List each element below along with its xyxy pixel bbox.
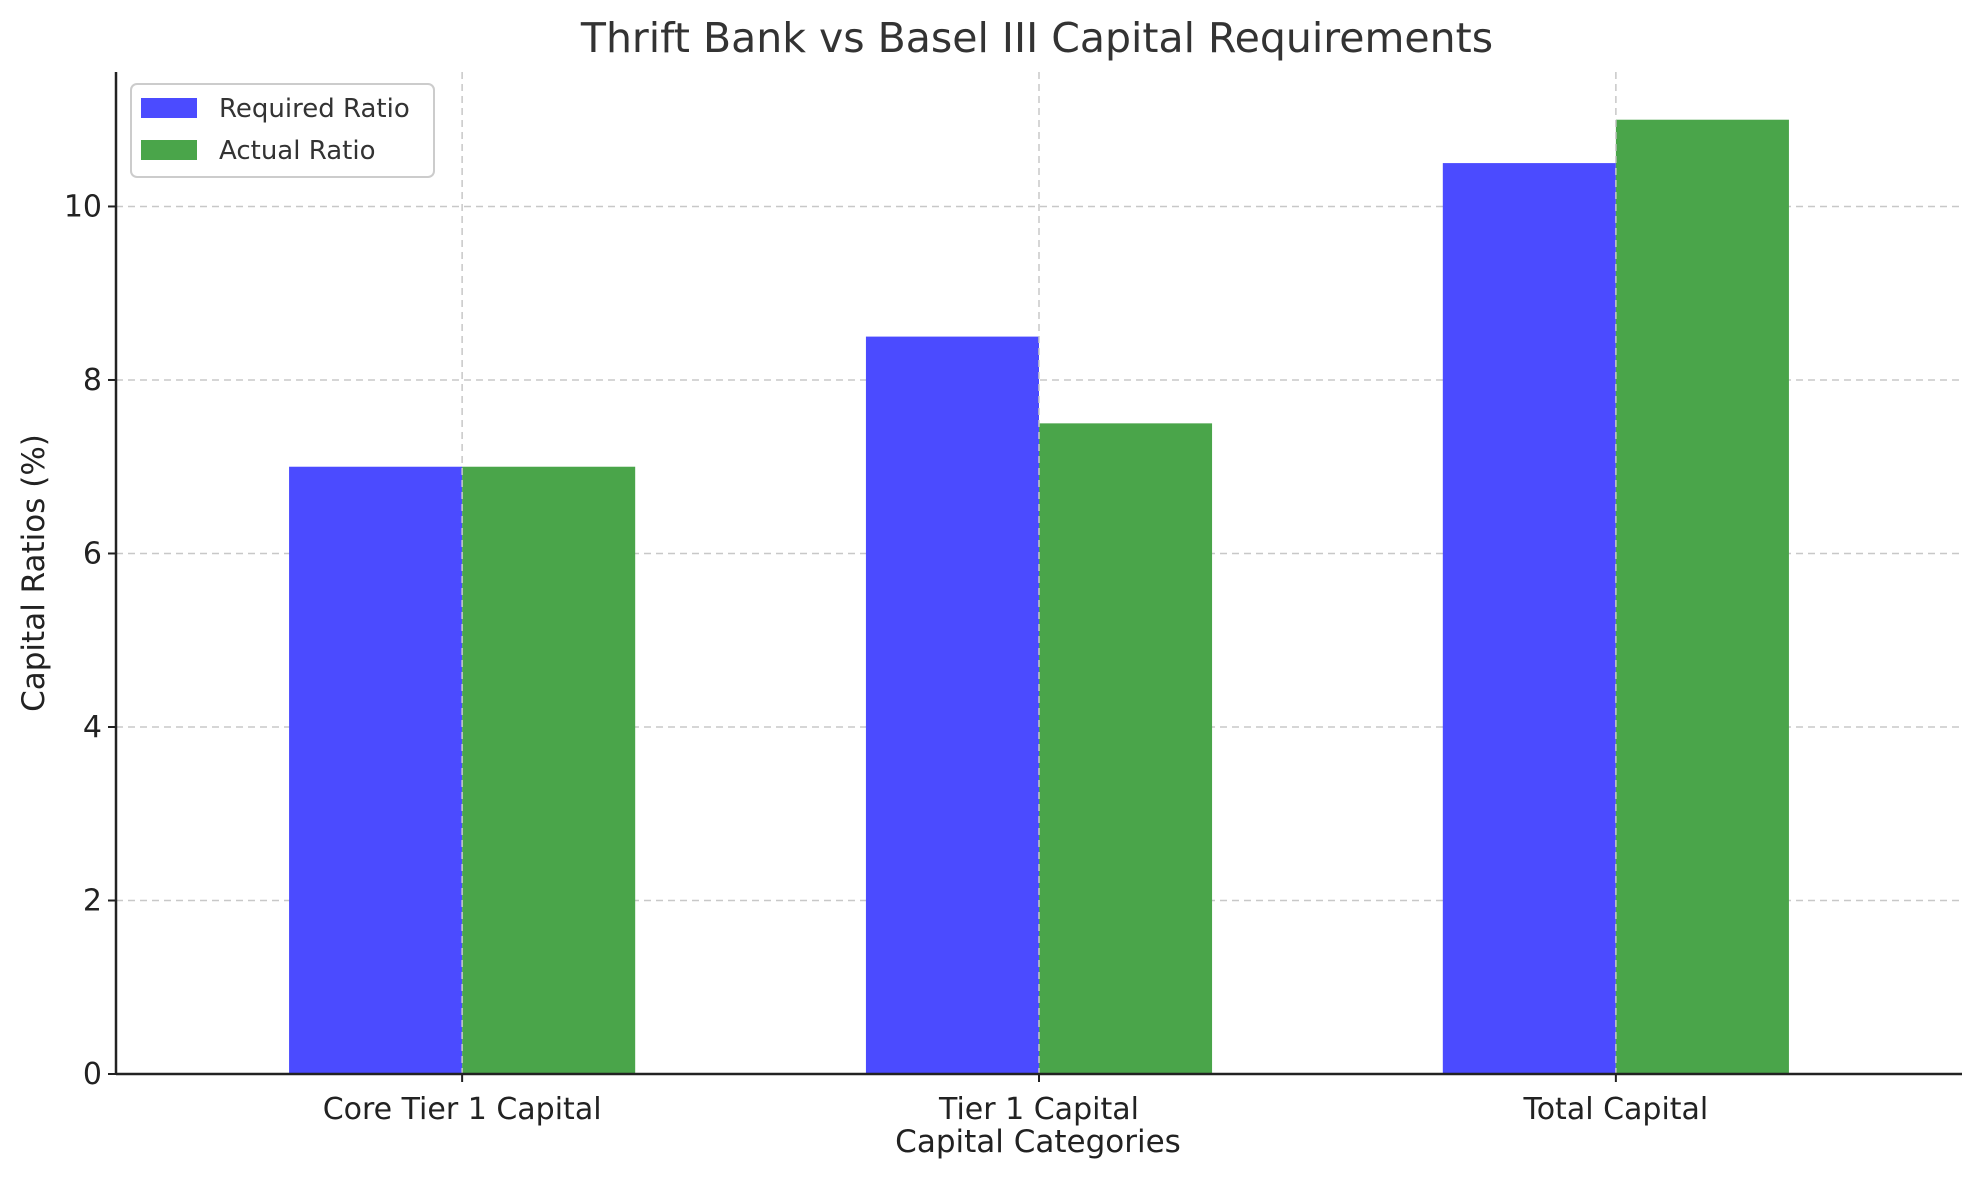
legend: Required Ratio Actual Ratio (130, 83, 435, 178)
bar-actual-0 (462, 466, 636, 1074)
y-tick-label: 4 (83, 710, 102, 745)
x-tick-label: Core Tier 1 Capital (323, 1092, 602, 1127)
legend-frame (130, 83, 435, 178)
y-axis-ticks: 0 2 4 6 8 10 (64, 189, 116, 1092)
legend-swatch-required (141, 98, 197, 118)
x-axis-ticks: Core Tier 1 Capital Tier 1 Capital Total C… (323, 1074, 1708, 1127)
chart-title: Thrift Bank vs Basel III Capital Require… (580, 14, 1493, 62)
bar-required-0 (289, 466, 463, 1074)
y-tick-label: 0 (83, 1057, 102, 1092)
x-axis-label: Capital Categories (895, 1124, 1181, 1160)
y-tick-label: 6 (83, 536, 102, 571)
y-tick-label: 10 (64, 189, 102, 224)
bar-required-2 (1442, 163, 1616, 1074)
y-axis-label: Capital Ratios (%) (16, 434, 52, 712)
y-tick-label: 8 (83, 363, 102, 398)
vertical-grid-lines (461, 72, 1617, 1074)
x-tick-label: Total Capital (1522, 1092, 1708, 1127)
x-tick-label: Tier 1 Capital (938, 1092, 1139, 1127)
bar-required-1 (865, 336, 1039, 1074)
bars (289, 119, 1789, 1074)
legend-label-required: Required Ratio (219, 94, 410, 124)
y-tick-label: 2 (83, 883, 102, 918)
legend-label-actual: Actual Ratio (219, 136, 375, 166)
bar-actual-1 (1039, 423, 1213, 1074)
legend-swatch-actual (141, 140, 197, 160)
bar-actual-2 (1615, 119, 1789, 1074)
